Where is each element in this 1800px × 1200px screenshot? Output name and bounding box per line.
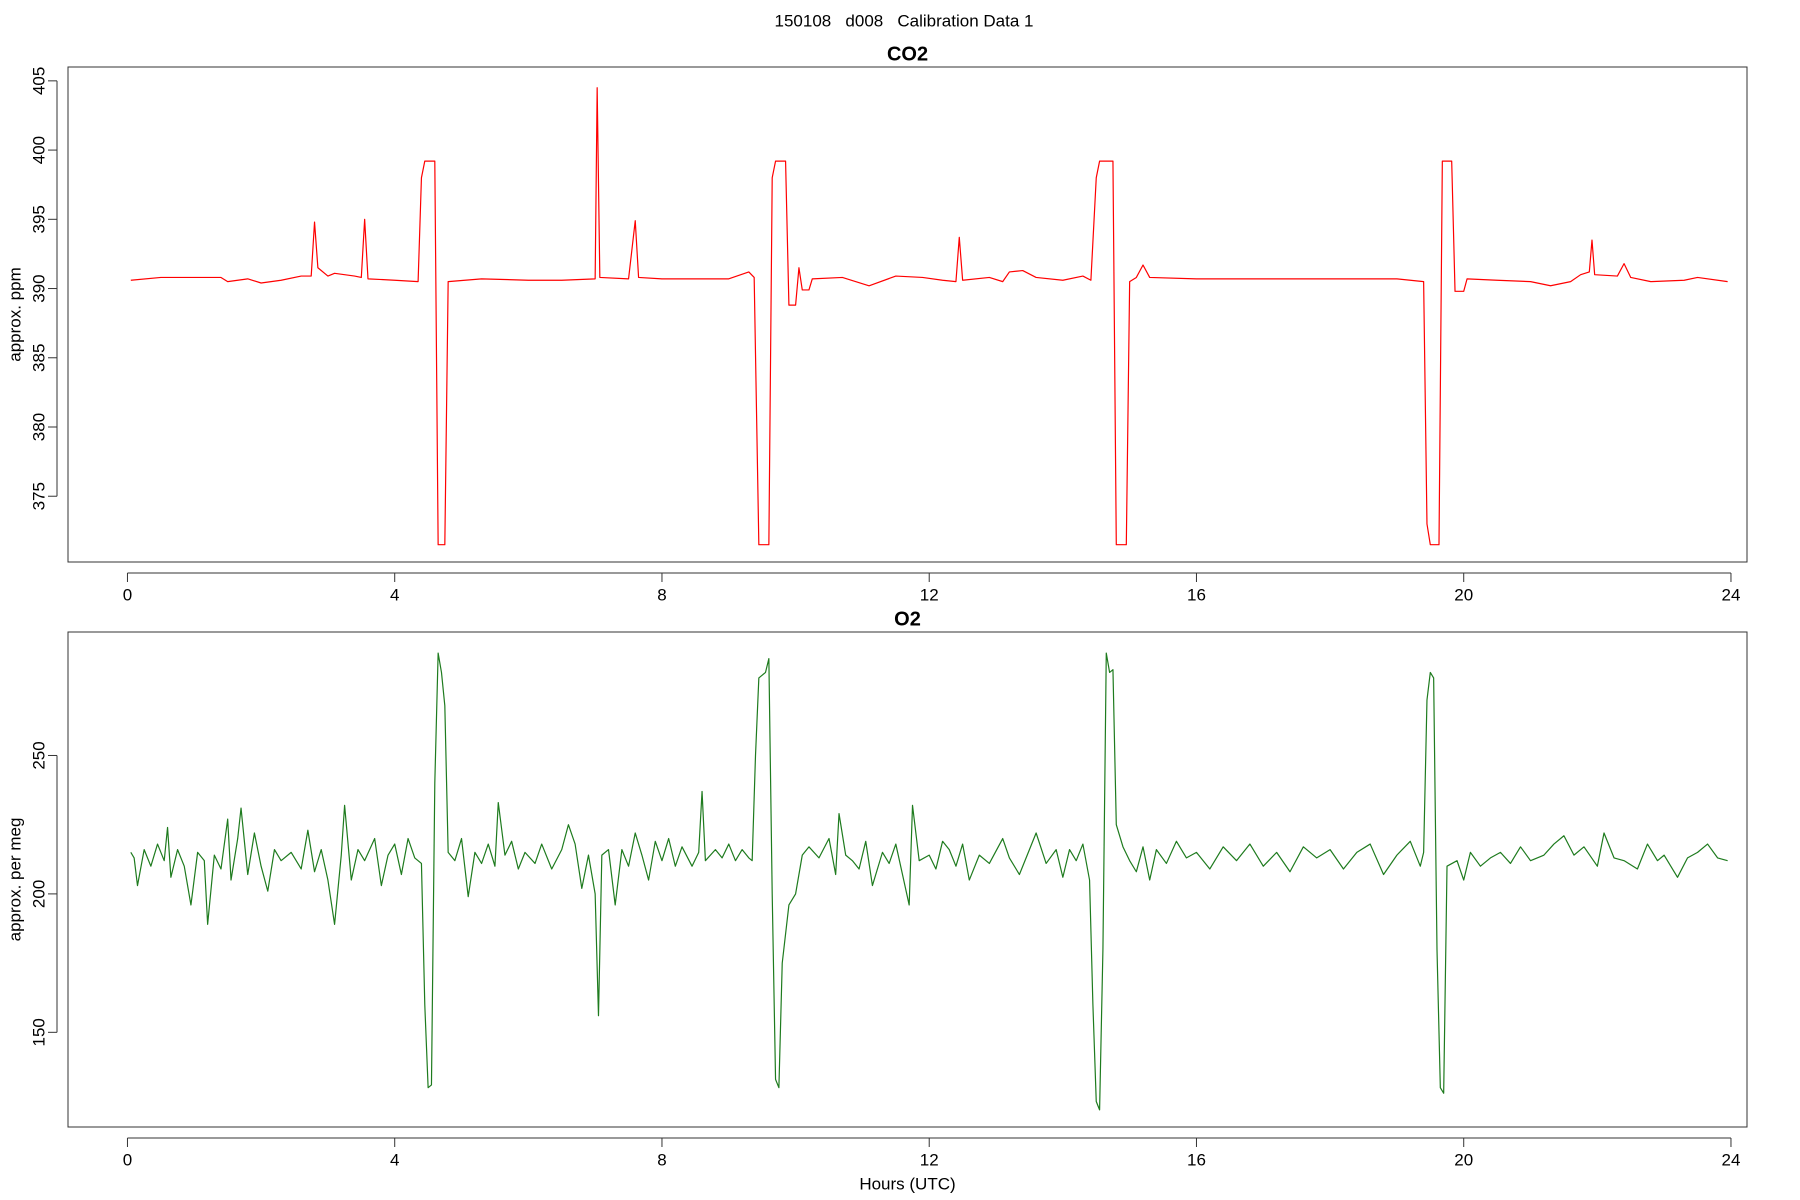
y-tick-label: 375 (29, 482, 48, 510)
y-tick-label: 400 (29, 136, 48, 164)
y-tick-label: 385 (29, 344, 48, 372)
panel-title: O2 (894, 608, 921, 630)
y-tick-label: 390 (29, 274, 48, 302)
x-tick-label: 0 (123, 1150, 132, 1169)
data-line (130, 652, 1728, 1111)
x-tick-label: 4 (390, 1150, 399, 1169)
x-tick-label: 0 (123, 585, 132, 604)
y-tick-label: 150 (29, 1018, 48, 1046)
y-axis-label: approx. ppm (5, 267, 24, 362)
data-line (130, 87, 1728, 546)
x-tick-label: 8 (657, 1150, 666, 1169)
x-tick-label: 20 (1454, 585, 1473, 604)
plot-frame (67, 66, 1748, 563)
x-tick-label: 24 (1722, 585, 1741, 604)
x-tick-label: 12 (920, 585, 939, 604)
x-tick-label: 12 (920, 1150, 939, 1169)
x-tick-label: 4 (390, 585, 399, 604)
y-tick-label: 200 (29, 880, 48, 908)
y-tick-label: 250 (29, 741, 48, 769)
x-tick-label: 20 (1454, 1150, 1473, 1169)
plot-frame (67, 631, 1748, 1128)
y-tick-label: 405 (29, 67, 48, 95)
x-tick-label: 16 (1187, 1150, 1206, 1169)
y-tick-label: 380 (29, 413, 48, 441)
panel-title: CO2 (887, 43, 928, 65)
y-tick-label: 395 (29, 205, 48, 233)
page-title: 150108 d008 Calibration Data 1 (775, 11, 1034, 30)
x-tick-label: 24 (1722, 1150, 1741, 1169)
x-tick-label: 16 (1187, 585, 1206, 604)
x-axis-label: Hours (UTC) (859, 1174, 955, 1193)
y-axis-label: approx. per meg (5, 818, 24, 942)
x-tick-label: 8 (657, 585, 666, 604)
